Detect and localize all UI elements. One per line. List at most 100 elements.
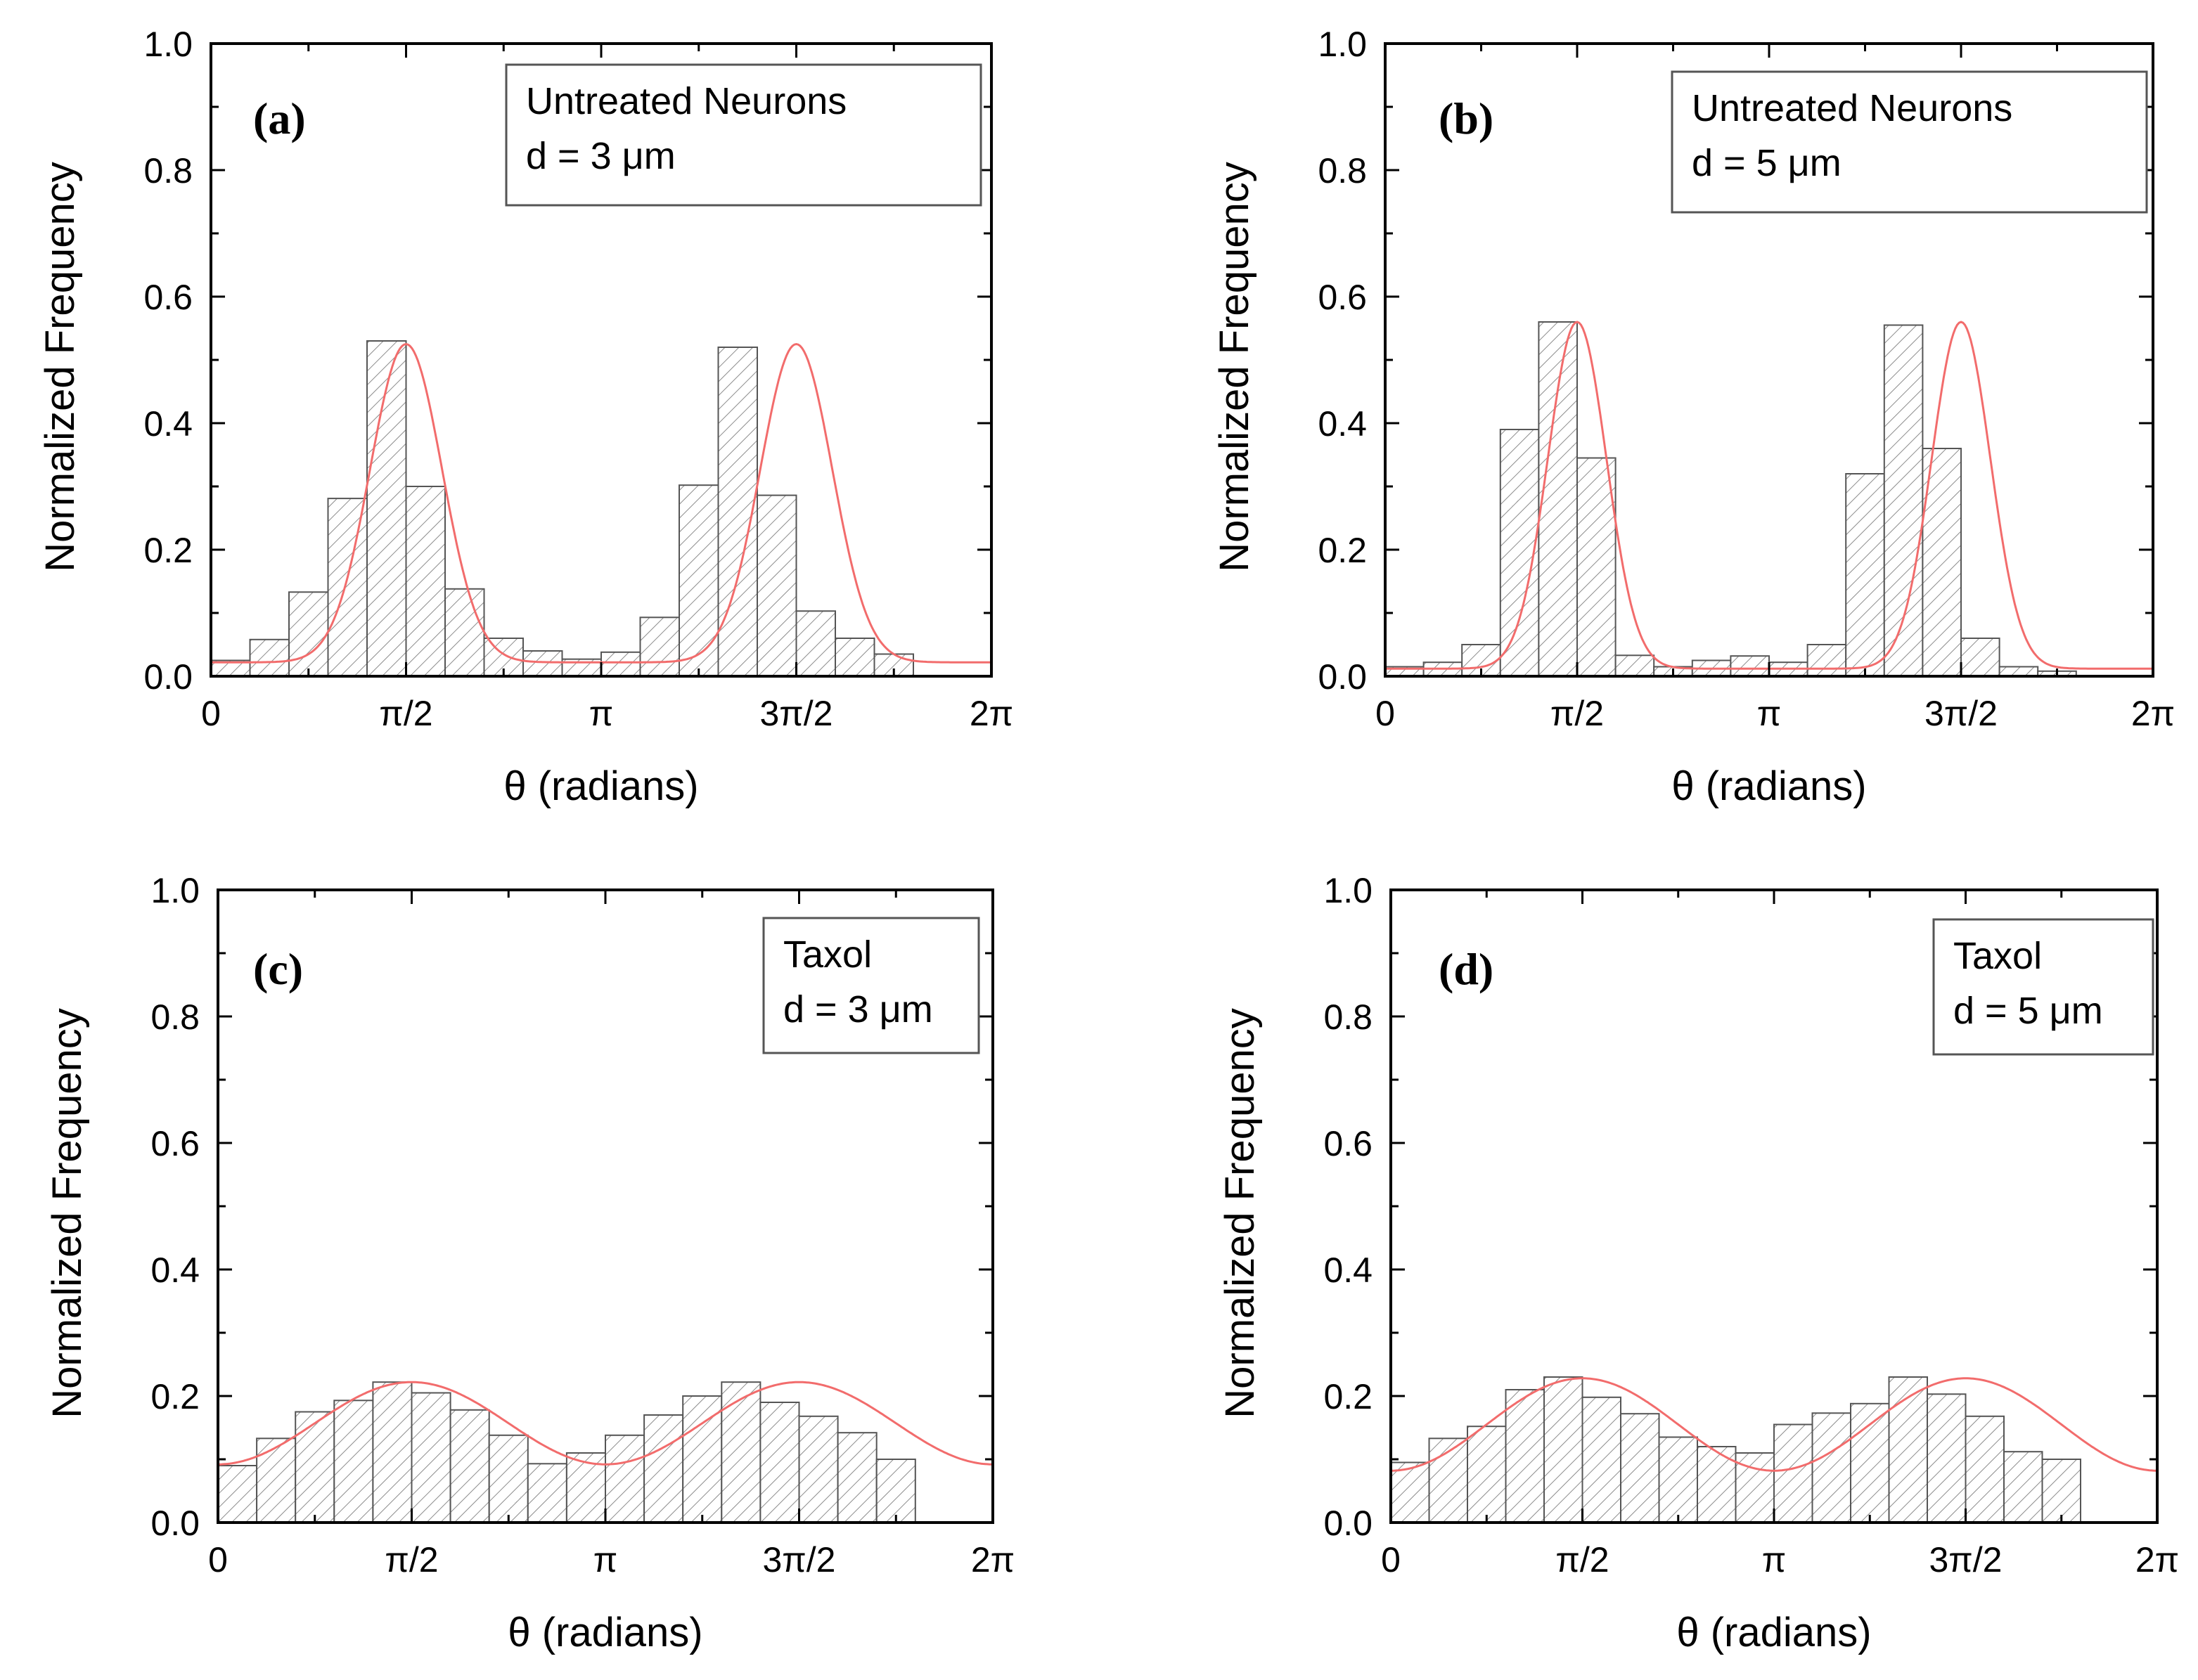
y-axis-title: Normalized Frequency	[1217, 1008, 1263, 1418]
y-tick-label: 0.8	[143, 151, 193, 190]
x-tick-label: π/2	[385, 1540, 438, 1579]
histogram-bar	[875, 1459, 916, 1523]
histogram-bar	[327, 498, 368, 677]
histogram-bar	[639, 616, 680, 677]
legend-box: Taxol d = 3 μm	[762, 917, 980, 1054]
x-tick-label: π/2	[1550, 694, 1604, 733]
histogram-bar	[682, 1395, 723, 1523]
histogram-bar	[679, 484, 719, 677]
histogram-bar	[1614, 654, 1655, 677]
legend-frame	[1932, 918, 2154, 1056]
histogram-bar	[605, 1434, 645, 1524]
legend-line: Untreated Neurons	[1692, 87, 2012, 129]
y-tick-label: 0.0	[1323, 1504, 1373, 1543]
histogram-bar	[1965, 1415, 2005, 1524]
histogram-bar	[643, 1414, 684, 1523]
histogram-bar	[1499, 429, 1540, 677]
histogram-bar	[1960, 638, 2000, 677]
histogram-bar	[1850, 1402, 1890, 1524]
histogram-bar	[1505, 1389, 1545, 1523]
histogram-bar	[366, 340, 407, 677]
histogram-bar	[1467, 1426, 1507, 1523]
histogram-bar	[795, 610, 836, 677]
histogram-bar	[333, 1400, 374, 1524]
histogram-bar	[372, 1381, 413, 1523]
histogram-bar	[1620, 1413, 1660, 1523]
histogram-bar	[1883, 324, 1924, 677]
histogram-bar	[1998, 666, 2039, 677]
x-tick-label: 2π	[970, 694, 1013, 733]
histogram-bar	[1538, 321, 1578, 677]
x-tick-label: 3π/2	[762, 1540, 835, 1579]
histogram-bar	[759, 1402, 800, 1523]
x-tick-label: 2π	[2131, 694, 2175, 733]
x-axis-title: θ (radians)	[503, 763, 698, 809]
histogram-bar	[798, 1415, 839, 1524]
legend-line: Taxol	[1953, 935, 2042, 977]
x-tick-label: 2π	[971, 1540, 1015, 1579]
y-tick-label: 1.0	[1323, 871, 1373, 910]
histogram-bar	[1845, 473, 1885, 677]
x-tick-label: π/2	[1555, 1540, 1609, 1579]
histogram-bar	[1806, 644, 1847, 677]
histogram-bar	[1888, 1376, 1928, 1523]
y-tick-label: 1.0	[143, 25, 193, 64]
legend-line: d = 3 μm	[783, 988, 933, 1030]
fit-curve	[218, 1381, 993, 1466]
panel-b: 0.0 0.2 0.4 0.6 0.8 1.0 0 π/2 π 3π/2 2π θ (radians)…	[1212, 25, 2175, 809]
y-tick-label: 0.4	[150, 1251, 200, 1290]
histogram-bar	[527, 1463, 567, 1524]
legend-line: d = 3 μm	[526, 135, 676, 177]
y-tick-label: 0.0	[1318, 657, 1367, 697]
y-tick-label: 0.6	[1323, 1124, 1373, 1163]
histogram-bar	[522, 650, 563, 677]
x-axis-title: θ (radians)	[1676, 1610, 1871, 1655]
histogram-bar	[1581, 1396, 1621, 1524]
histogram-bar	[1811, 1412, 1851, 1524]
panel-letter: (c)	[253, 944, 303, 994]
y-tick-label: 0.8	[1323, 997, 1373, 1037]
x-axis-title: θ (radians)	[508, 1610, 702, 1655]
histogram-bar	[2041, 1459, 2081, 1523]
legend-line: Untreated Neurons	[526, 80, 847, 122]
legend-line: Taxol	[783, 933, 872, 976]
histogram-bar	[2003, 1451, 2043, 1523]
x-tick-label: 0	[1375, 694, 1395, 733]
histogram-bar	[1543, 1376, 1583, 1523]
x-tick-label: 3π/2	[759, 694, 833, 733]
x-tick-label: 0	[208, 1540, 228, 1579]
histogram-bar	[1576, 457, 1617, 677]
x-tick-label: 3π/2	[1924, 694, 1998, 733]
histogram-bar	[1730, 655, 1770, 678]
legend-frame	[762, 917, 980, 1054]
x-tick-label: π/2	[379, 694, 432, 733]
y-tick-label: 0.0	[143, 657, 193, 697]
y-tick-label: 0.6	[150, 1124, 200, 1163]
y-tick-label: 1.0	[1318, 25, 1367, 64]
histogram-bar	[249, 638, 290, 677]
histogram-bar	[721, 1381, 761, 1523]
legend-box: Untreated Neurons d = 3 μm	[505, 63, 982, 207]
histogram-bar	[837, 1432, 878, 1523]
histogram-bar	[835, 638, 875, 677]
x-tick-label: 2π	[2135, 1540, 2179, 1579]
histogram-bar	[757, 494, 797, 677]
histogram-bar	[1922, 448, 1962, 677]
histogram-bar	[405, 486, 446, 677]
x-axis-title: θ (radians)	[1671, 763, 1866, 809]
x-tick-label: π	[593, 1540, 618, 1579]
histogram-bar	[1658, 1436, 1698, 1523]
y-axis-title: Normalized Frequency	[37, 162, 83, 571]
fit-curve	[1391, 1377, 2157, 1472]
x-tick-label: π	[1757, 694, 1782, 733]
x-tick-label: 0	[201, 694, 221, 733]
histogram-bar	[600, 651, 641, 677]
legend-frame	[1671, 70, 2148, 214]
panel-letter: (b)	[1439, 93, 1493, 143]
legend-frame	[505, 63, 982, 207]
y-tick-label: 0.8	[150, 997, 200, 1037]
y-axis-title: Normalized Frequency	[1212, 162, 1257, 571]
panel-d: 0.0 0.2 0.4 0.6 0.8 1.0 0 π/2 π 3π/2 2π θ (radians)…	[1217, 871, 2179, 1655]
y-tick-label: 0.2	[1323, 1377, 1373, 1416]
